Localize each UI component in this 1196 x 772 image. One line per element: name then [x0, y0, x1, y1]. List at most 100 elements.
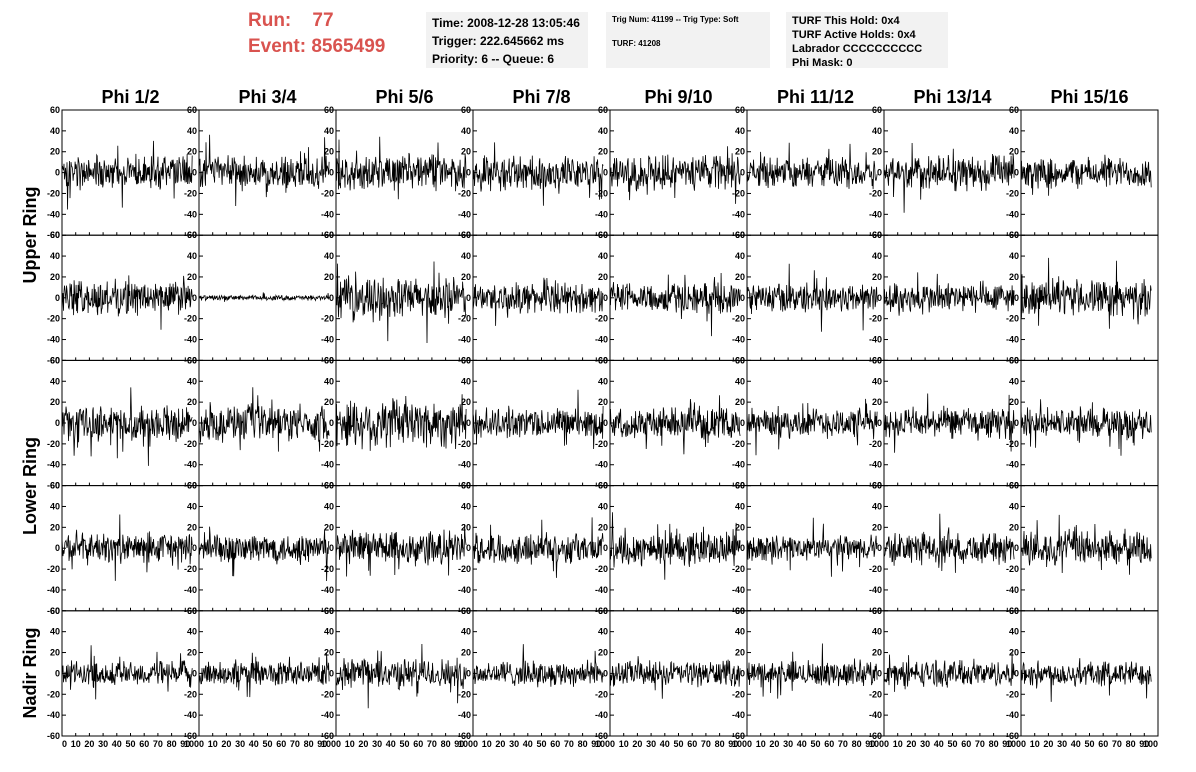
- y-tick-label: -40: [732, 335, 745, 345]
- y-tick-label: -20: [732, 439, 745, 449]
- y-tick-label: 60: [872, 230, 882, 240]
- y-tick-label: -60: [595, 731, 608, 741]
- x-tick-label: 80: [989, 739, 999, 749]
- y-tick-label: -20: [869, 564, 882, 574]
- x-tick-label: 60: [413, 739, 423, 749]
- column-header: Phi 15/16: [1050, 87, 1129, 107]
- y-tick-label: 0: [877, 293, 882, 303]
- y-tick-label: 20: [1009, 397, 1019, 407]
- y-tick-label: -40: [321, 710, 334, 720]
- x-tick-label: 0: [1021, 739, 1026, 749]
- y-tick-label: -40: [869, 209, 882, 219]
- turf-this-hold-line: TURF This Hold: 0x4: [792, 15, 900, 27]
- y-tick-label: -40: [595, 585, 608, 595]
- y-tick-label: 40: [1009, 501, 1019, 511]
- y-tick-label: -60: [458, 731, 471, 741]
- y-tick-label: 60: [461, 355, 471, 365]
- y-tick-label: -40: [869, 335, 882, 345]
- y-tick-label: 40: [872, 501, 882, 511]
- y-tick-label: -20: [184, 564, 197, 574]
- column-header: Phi 13/14: [913, 87, 992, 107]
- y-tick-label: -40: [732, 585, 745, 595]
- y-tick-label: 0: [192, 418, 197, 428]
- waveform-trace: [335, 261, 467, 344]
- y-tick-label: -40: [184, 209, 197, 219]
- y-tick-label: 0: [877, 543, 882, 553]
- x-tick-label: 40: [112, 739, 122, 749]
- y-tick-label: 40: [50, 251, 60, 261]
- y-tick-label: -20: [595, 439, 608, 449]
- y-tick-label: 60: [735, 606, 745, 616]
- x-tick-label: 70: [564, 739, 574, 749]
- y-tick-label: 20: [324, 147, 334, 157]
- y-tick-label: 60: [50, 105, 60, 115]
- y-tick-label: 40: [187, 251, 197, 261]
- y-tick-label: 20: [461, 147, 471, 157]
- y-tick-label: 60: [1009, 105, 1019, 115]
- y-tick-label: 60: [187, 355, 197, 365]
- y-tick-label: 20: [735, 522, 745, 532]
- y-tick-label: -20: [595, 188, 608, 198]
- y-tick-label: 20: [1009, 272, 1019, 282]
- panel-frame: [335, 109, 474, 236]
- y-tick-label: -40: [458, 710, 471, 720]
- x-tick-label: 70: [701, 739, 711, 749]
- x-tick-label: 10: [71, 739, 81, 749]
- y-tick-label: -60: [869, 731, 882, 741]
- y-tick-label: -20: [732, 314, 745, 324]
- x-tick-label: 90: [1002, 739, 1012, 749]
- y-tick-label: 0: [192, 668, 197, 678]
- y-tick-label: 60: [598, 355, 608, 365]
- y-tick-label: 60: [187, 105, 197, 115]
- x-tick-label: 60: [550, 739, 560, 749]
- waveform-trace: [1020, 514, 1152, 575]
- x-tick-label: 100: [732, 739, 747, 749]
- y-tick-label: 60: [324, 105, 334, 115]
- x-tick-label: 70: [975, 739, 985, 749]
- waveform-trace: [1020, 399, 1152, 456]
- y-tick-label: -20: [184, 689, 197, 699]
- y-tick-label: 40: [324, 627, 334, 637]
- y-tick-label: 20: [50, 397, 60, 407]
- y-tick-label: -40: [321, 209, 334, 219]
- time-line: Time: 2008-12-28 13:05:46: [432, 16, 580, 30]
- y-tick-label: 20: [187, 147, 197, 157]
- x-tick-label: 30: [920, 739, 930, 749]
- y-tick-label: 20: [872, 648, 882, 658]
- y-tick-label: 40: [735, 627, 745, 637]
- y-tick-label: 40: [461, 501, 471, 511]
- y-tick-label: 20: [1009, 648, 1019, 658]
- y-tick-label: -20: [321, 439, 334, 449]
- y-tick-label: -20: [458, 314, 471, 324]
- y-tick-label: -20: [732, 564, 745, 574]
- waveform-trace: [198, 292, 330, 302]
- y-tick-label: 40: [50, 501, 60, 511]
- event-line: Event: 8565499: [248, 34, 418, 60]
- x-tick-label: 10: [345, 739, 355, 749]
- waveform-trace: [746, 142, 878, 190]
- y-tick-label: 0: [877, 668, 882, 678]
- y-tick-label: 0: [603, 668, 608, 678]
- y-tick-label: -20: [458, 564, 471, 574]
- y-tick-label: 20: [598, 272, 608, 282]
- y-tick-label: 20: [324, 397, 334, 407]
- x-tick-label: 10: [893, 739, 903, 749]
- y-tick-label: 0: [1014, 668, 1019, 678]
- y-tick-label: 0: [466, 418, 471, 428]
- event-label: Event:: [248, 36, 307, 57]
- y-tick-label: -60: [1006, 731, 1019, 741]
- y-tick-label: -40: [47, 585, 60, 595]
- waveform-trace: [883, 652, 1015, 692]
- y-tick-label: 0: [329, 668, 334, 678]
- waveform-trace: [472, 142, 604, 206]
- y-tick-label: -60: [321, 731, 334, 741]
- y-tick-label: -60: [47, 355, 60, 365]
- run-event-box: Run: 77 Event: 8565499: [248, 8, 418, 68]
- x-tick-label: 50: [399, 739, 409, 749]
